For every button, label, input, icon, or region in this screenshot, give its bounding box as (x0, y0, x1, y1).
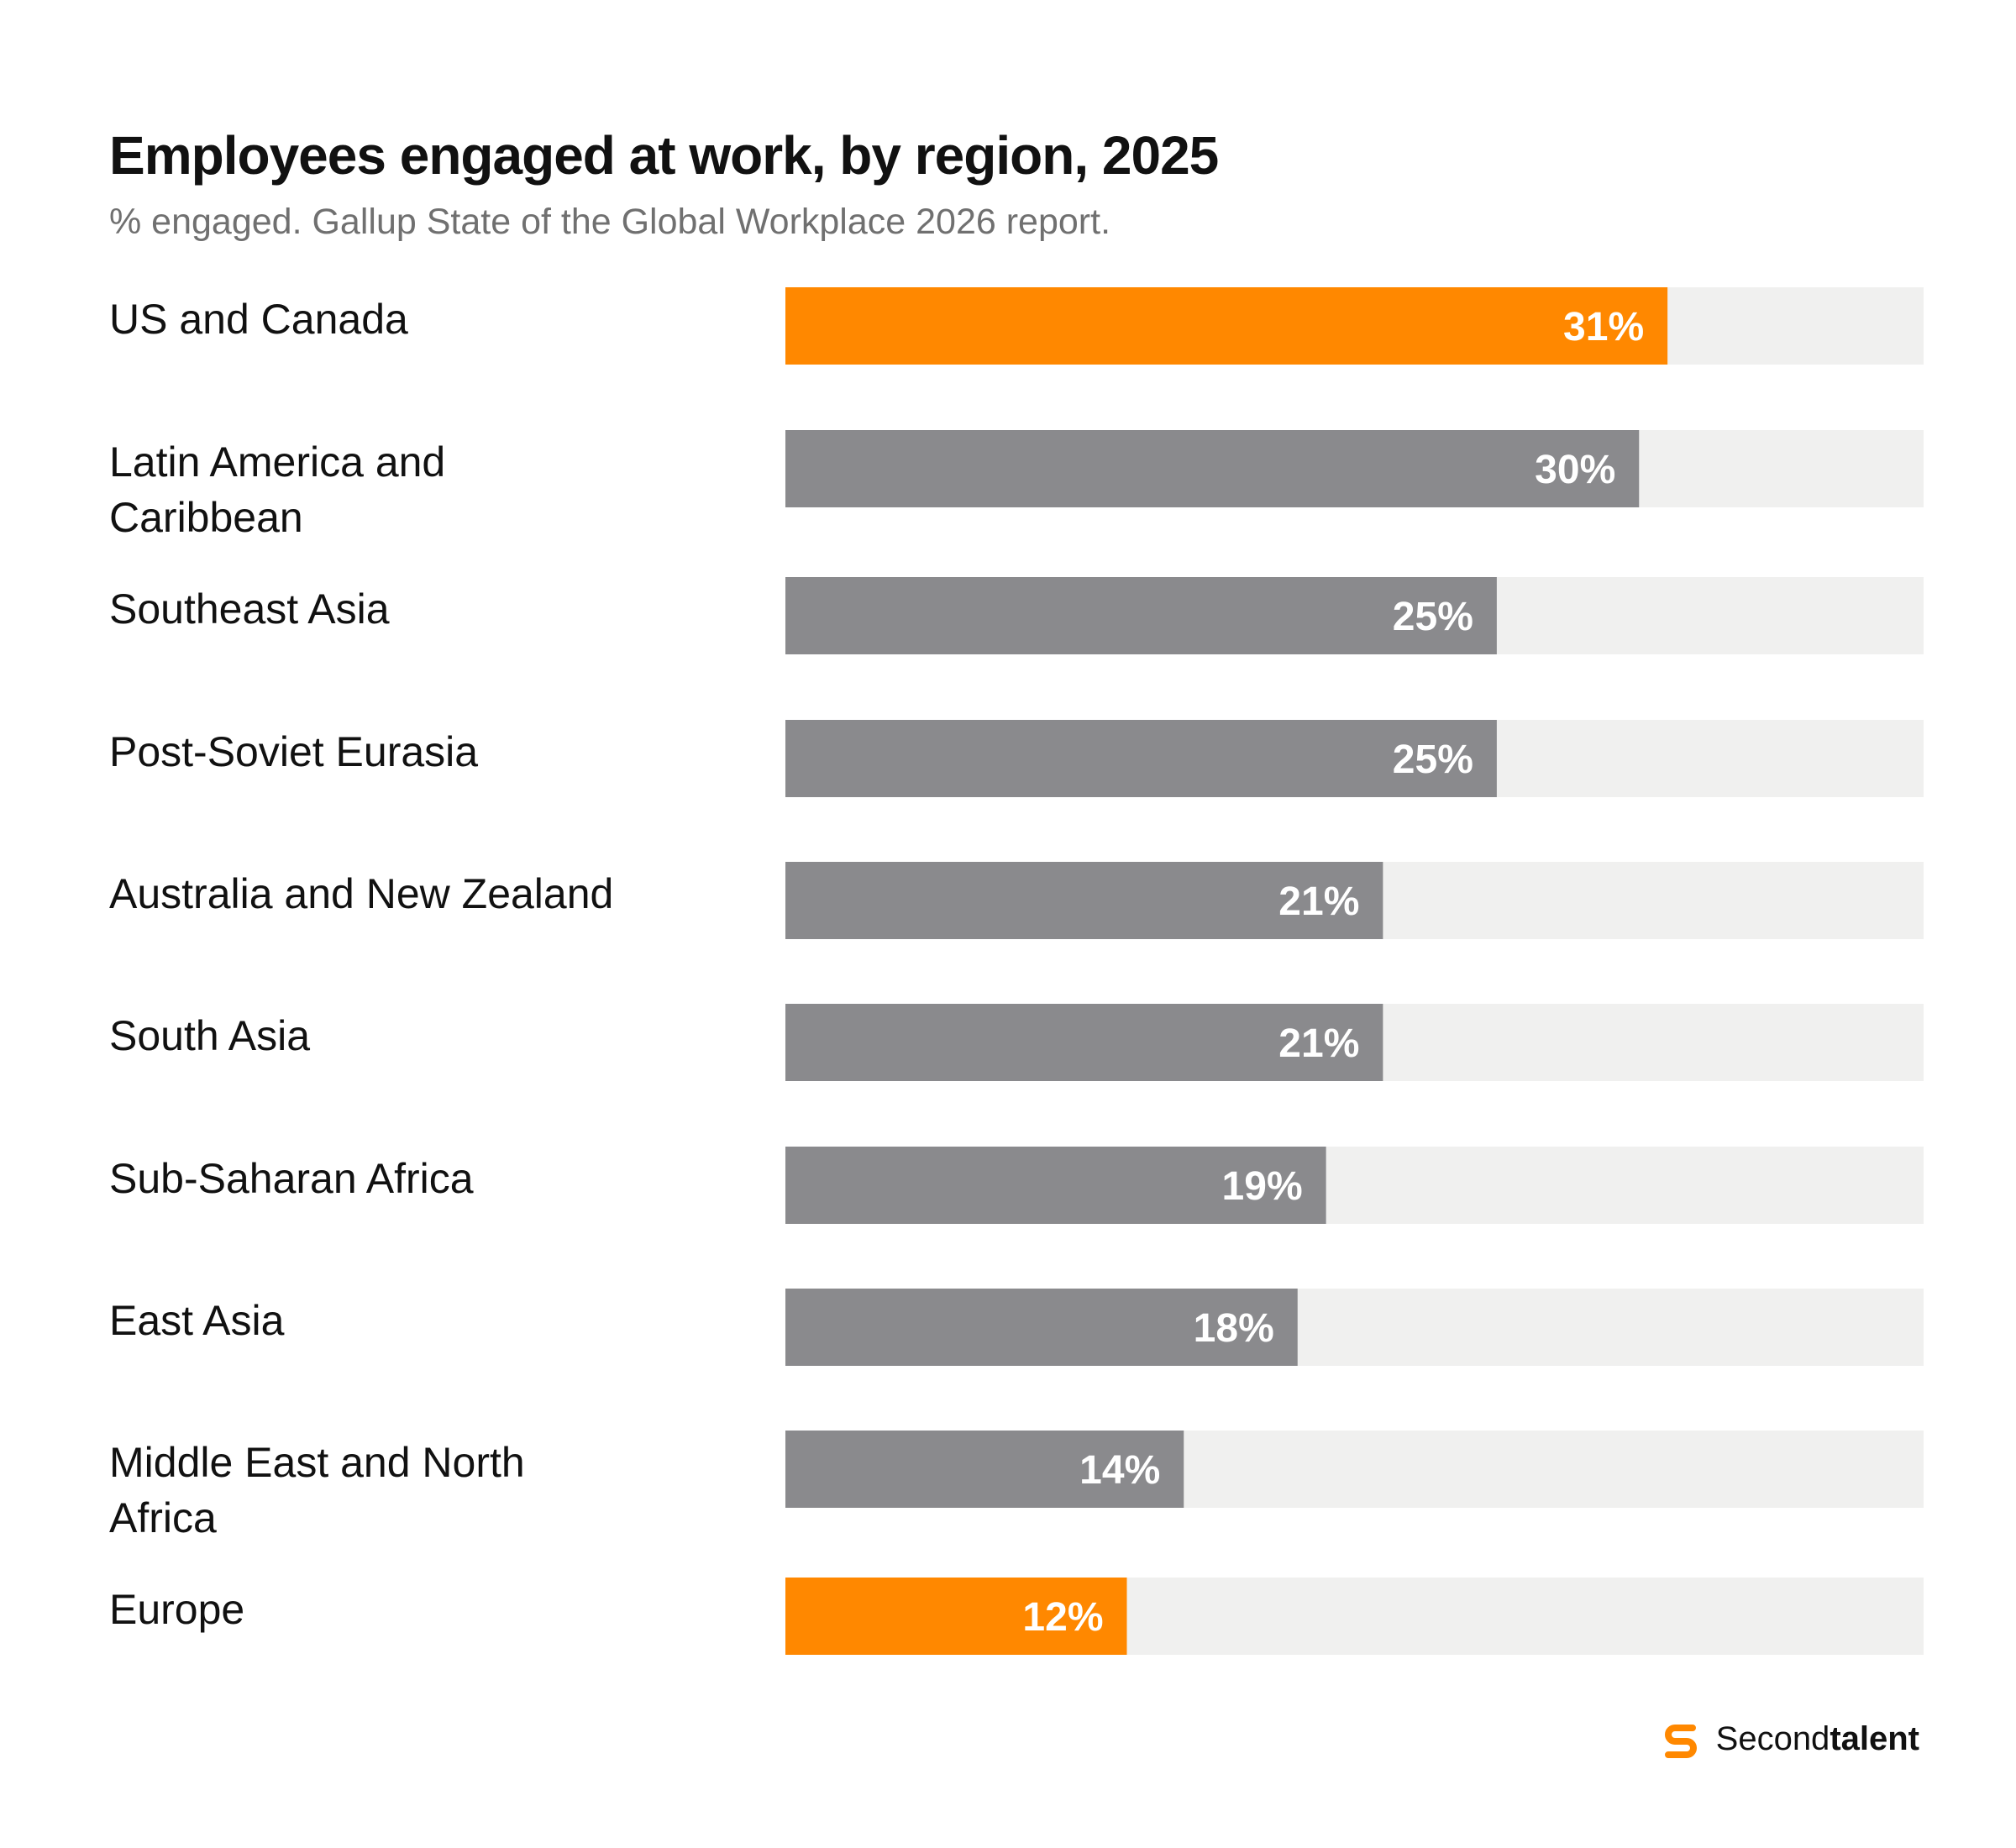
bar (785, 862, 1383, 939)
category-label: Australia and New Zealand (109, 870, 613, 917)
category-label: US and Canada (109, 296, 408, 343)
category-label: South Asia (109, 1012, 310, 1059)
category-label: Africa (109, 1494, 217, 1541)
brand-name: Secondtalent (1716, 1720, 1919, 1758)
bar (785, 1289, 1298, 1366)
bar (785, 287, 1668, 365)
bar-value-label: 21% (1278, 1021, 1359, 1066)
bar (785, 1431, 1184, 1508)
bar (785, 430, 1640, 507)
chart-subtitle: % engaged. Gallup State of the Global Wo… (109, 202, 1111, 242)
bar (785, 1004, 1383, 1081)
bar (785, 1578, 1127, 1655)
bar-value-label: 12% (1022, 1595, 1103, 1640)
bar-value-label: 31% (1563, 305, 1644, 349)
brand-name-regular: Second (1715, 1719, 1830, 1757)
bar (785, 577, 1497, 654)
secondtalent-logo-icon (1664, 1725, 1697, 1758)
bar-value-label: 25% (1393, 738, 1473, 782)
bar-value-label: 18% (1194, 1306, 1274, 1351)
brand-name-bold: talent (1830, 1719, 1919, 1757)
bar (785, 720, 1497, 797)
category-label: Post-Soviet Eurasia (109, 728, 478, 775)
bar-value-label: 30% (1535, 448, 1615, 492)
category-label: Southeast Asia (109, 585, 390, 633)
bar-value-label: 19% (1222, 1164, 1303, 1209)
category-label: East Asia (109, 1297, 285, 1344)
category-label: Latin America and (109, 438, 445, 486)
chart-title: Employees engaged at work, by region, 20… (109, 125, 1219, 186)
category-label: Middle East and North (109, 1439, 525, 1486)
bar (785, 1147, 1326, 1224)
category-label: Caribbean (109, 494, 303, 541)
category-label: Sub-Saharan Africa (109, 1155, 474, 1202)
bar-value-label: 14% (1079, 1448, 1160, 1493)
brand-logo: Secondtalent (1659, 1717, 1919, 1761)
category-label: Europe (109, 1586, 244, 1633)
bar-value-label: 21% (1278, 879, 1359, 924)
bar-value-label: 25% (1393, 595, 1473, 639)
